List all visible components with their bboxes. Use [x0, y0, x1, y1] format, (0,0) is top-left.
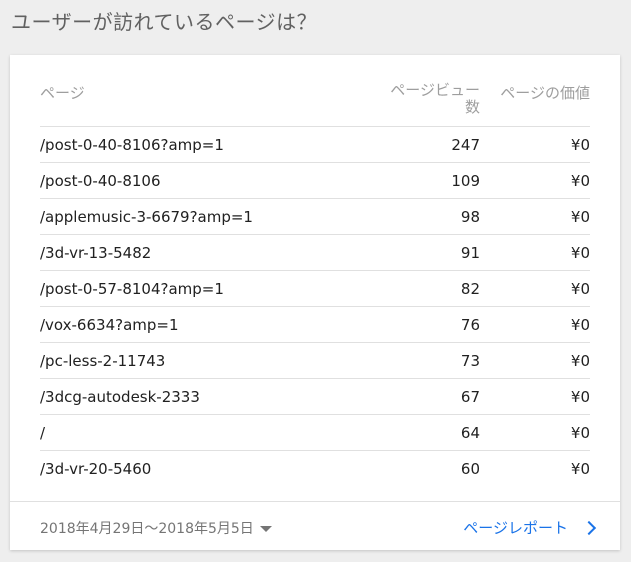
row-page-value: ¥0	[570, 316, 590, 334]
caret-down-icon	[259, 526, 272, 532]
header-pageviews-line1: ページビュー	[390, 81, 480, 99]
row-pageviews: 76	[460, 316, 480, 334]
date-range-dropdown[interactable]: 2018年4月29日〜2018年5月5日	[40, 518, 272, 538]
table-row: /applemusic-3-6679?amp=1 98 ¥0	[40, 199, 590, 235]
date-range-label: 2018年4月29日〜2018年5月5日	[40, 521, 254, 537]
table-row: /post-0-40-8106 109 ¥0	[40, 163, 590, 199]
header-pageviews-line2: 数	[464, 98, 480, 116]
row-pageviews: 82	[460, 280, 480, 298]
chevron-right-icon	[581, 520, 597, 535]
row-pageviews: 247	[451, 136, 480, 154]
table-row: /3dcg-autodesk-2333 67 ¥0	[40, 379, 590, 415]
row-page-value: ¥0	[570, 244, 590, 262]
table-row: /3d-vr-13-5482 91 ¥0	[40, 235, 590, 271]
page-report-label: ページレポート	[463, 519, 568, 537]
header-page-value: ページの価値	[500, 84, 590, 102]
row-pageviews: 60	[460, 460, 480, 478]
table-row: / 64 ¥0	[40, 415, 590, 451]
row-page: /pc-less-2-11743	[40, 352, 166, 370]
pages-card: ページ ページビュー 数 ページの価値 /post-0-40-8106?amp=…	[10, 55, 620, 550]
row-page-value: ¥0	[570, 388, 590, 406]
table-row: /post-0-40-8106?amp=1 247 ¥0	[40, 127, 590, 163]
table-header: ページ ページビュー 数 ページの価値	[40, 55, 590, 127]
row-page: /post-0-57-8104?amp=1	[40, 280, 224, 298]
header-page: ページ	[40, 84, 85, 102]
card-footer: 2018年4月29日〜2018年5月5日 ページレポート	[10, 501, 620, 550]
row-page-value: ¥0	[570, 136, 590, 154]
row-page-value: ¥0	[570, 280, 590, 298]
card-heading: ユーザーが訪れているページは？	[11, 10, 318, 34]
row-pageviews: 98	[460, 208, 480, 226]
row-page-value: ¥0	[570, 352, 590, 370]
header-pageviews: ページビュー 数	[370, 82, 480, 116]
page-report-link[interactable]: ページレポート	[463, 517, 597, 538]
pages-table: ページ ページビュー 数 ページの価値 /post-0-40-8106?amp=…	[40, 55, 590, 486]
row-page-value: ¥0	[570, 424, 590, 442]
row-pageviews: 73	[460, 352, 480, 370]
row-page: /3d-vr-13-5482	[40, 244, 152, 262]
row-pageviews: 67	[460, 388, 480, 406]
row-page: /post-0-40-8106?amp=1	[40, 136, 224, 154]
row-page: /3d-vr-20-5460	[40, 460, 152, 478]
row-page: /3dcg-autodesk-2333	[40, 388, 200, 406]
row-page: /vox-6634?amp=1	[40, 316, 179, 334]
table-row: /post-0-57-8104?amp=1 82 ¥0	[40, 271, 590, 307]
row-page-value: ¥0	[570, 208, 590, 226]
row-pageviews: 109	[451, 172, 480, 190]
table-row: /pc-less-2-11743 73 ¥0	[40, 343, 590, 379]
table-row: /3d-vr-20-5460 60 ¥0	[40, 451, 590, 486]
row-page: /	[40, 424, 46, 442]
row-pageviews: 91	[460, 244, 480, 262]
table-row: /vox-6634?amp=1 76 ¥0	[40, 307, 590, 343]
row-page-value: ¥0	[570, 460, 590, 478]
row-pageviews: 64	[460, 424, 480, 442]
row-page: /post-0-40-8106	[40, 172, 161, 190]
row-page: /applemusic-3-6679?amp=1	[40, 208, 253, 226]
row-page-value: ¥0	[570, 172, 590, 190]
